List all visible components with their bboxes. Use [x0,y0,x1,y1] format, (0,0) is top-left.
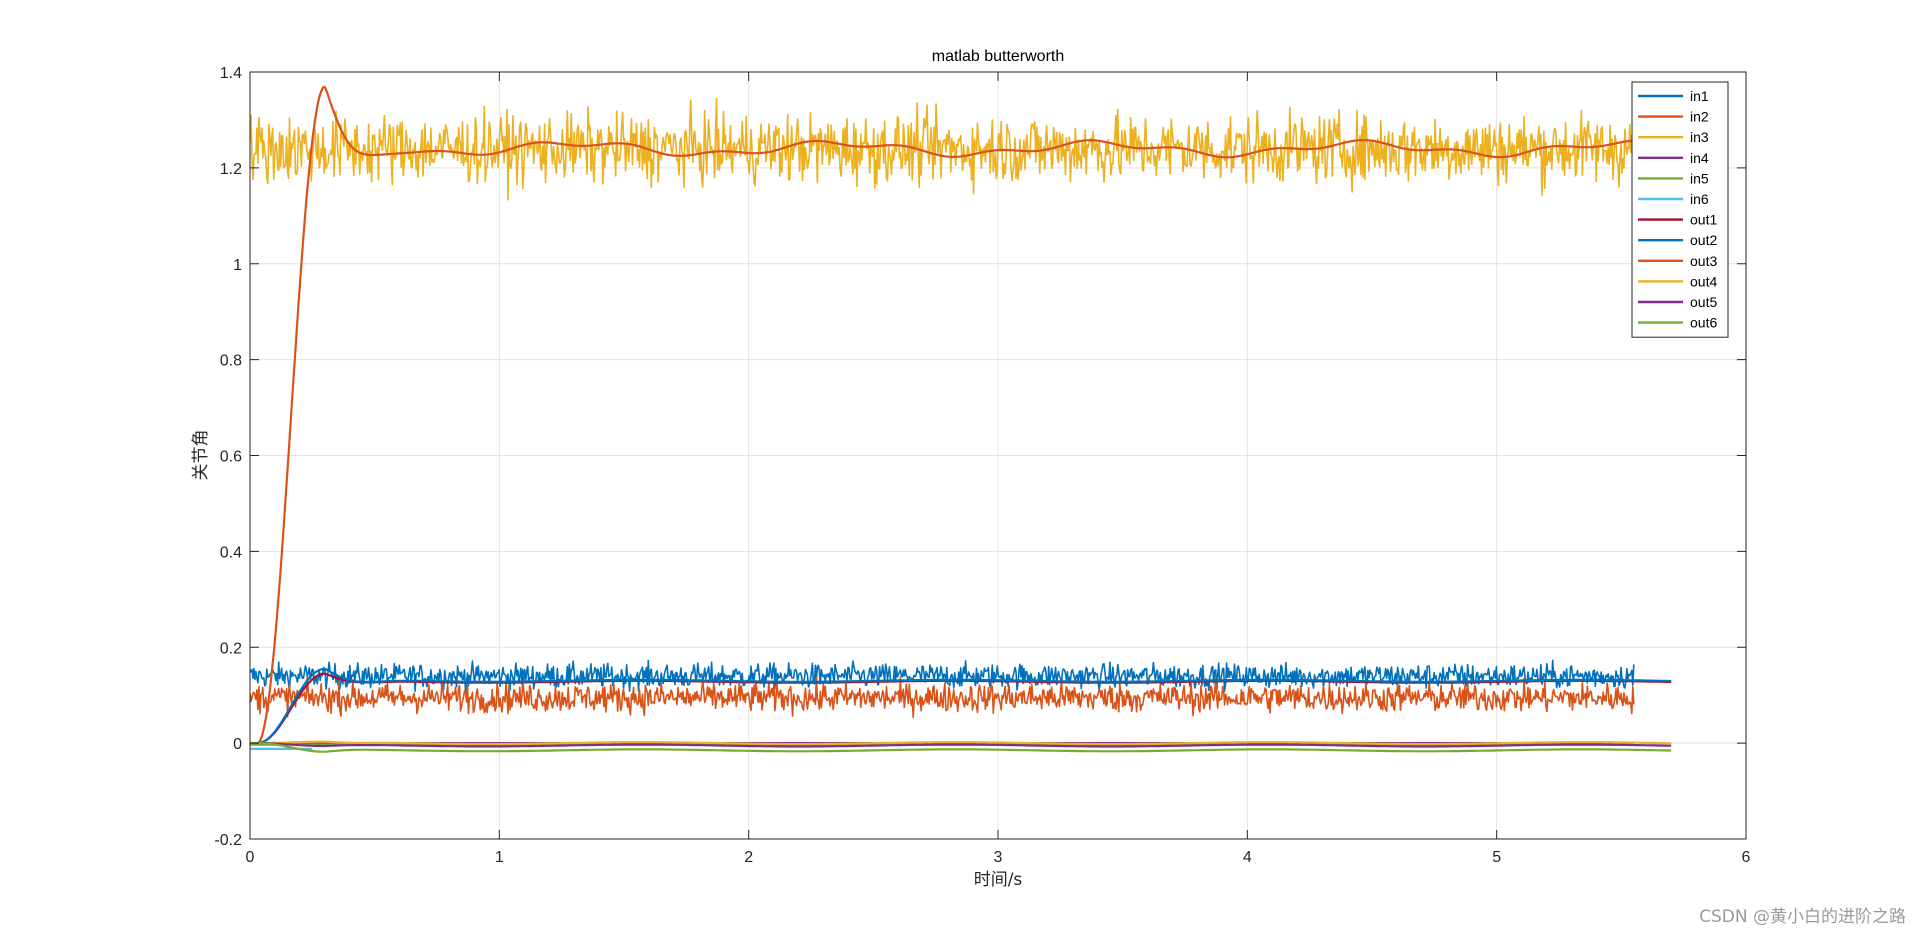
y-tick-label: 0.4 [220,544,242,561]
y-tick-label: 1.4 [220,65,242,82]
series-line-out6 [250,742,1672,753]
y-tick-label: 1 [233,257,242,274]
legend-label-in6: in6 [1690,191,1709,207]
legend-label-in3: in3 [1690,129,1709,145]
y-tick-label: 0.6 [220,449,242,466]
x-tick-label: 4 [1243,849,1252,866]
y-tick-label: 0 [233,736,242,753]
series-line-out3 [250,86,1672,745]
y-tick-label: -0.2 [214,832,242,849]
series-line-out2 [250,667,1672,745]
legend-label-out6: out6 [1690,315,1717,331]
y-tick-label: 1.2 [220,161,242,178]
x-tick-label: 2 [744,849,753,866]
legend-label-out3: out3 [1690,253,1717,269]
legend-label-out5: out5 [1690,294,1717,310]
watermark: CSDN @黄小白的进阶之路 [1699,907,1906,927]
series-line-in2 [250,675,1635,718]
x-tick-label: 5 [1492,849,1501,866]
legend: in1 in2 in3 in4 in5 in6 out1 out2 out3 out4 out5 ou… [1631,81,1729,338]
series-layer [250,86,1672,753]
x-tick-label: 1 [495,849,504,866]
x-axis-label: 时间/s [974,870,1023,890]
legend-label-in1: in1 [1690,88,1709,104]
legend-label-in2: in2 [1690,109,1709,125]
legend-label-in5: in5 [1690,170,1709,186]
y-tick-label: 0.2 [220,640,242,657]
legend-label-in4: in4 [1690,150,1709,166]
x-tick-label: 6 [1742,849,1751,866]
legend-label-out2: out2 [1690,232,1717,248]
series-line-in1 [250,659,1635,693]
chart-title: matlab butterworth [932,48,1065,65]
legend-box [1631,81,1729,338]
legend-label-out1: out1 [1690,212,1717,228]
x-tick-label: 0 [246,849,255,866]
axis-ticks: 0 1 2 3 4 5 6-0.200.20.40.60.811.21.4 [214,65,1750,866]
y-axis-label: 关节角 [191,430,211,481]
series-line-out5 [250,742,1672,748]
series-line-in3 [250,97,1635,201]
series-line-out4 [250,740,1672,746]
legend-label-out4: out4 [1690,273,1717,289]
y-tick-label: 0.8 [220,353,242,370]
x-tick-label: 3 [994,849,1003,866]
